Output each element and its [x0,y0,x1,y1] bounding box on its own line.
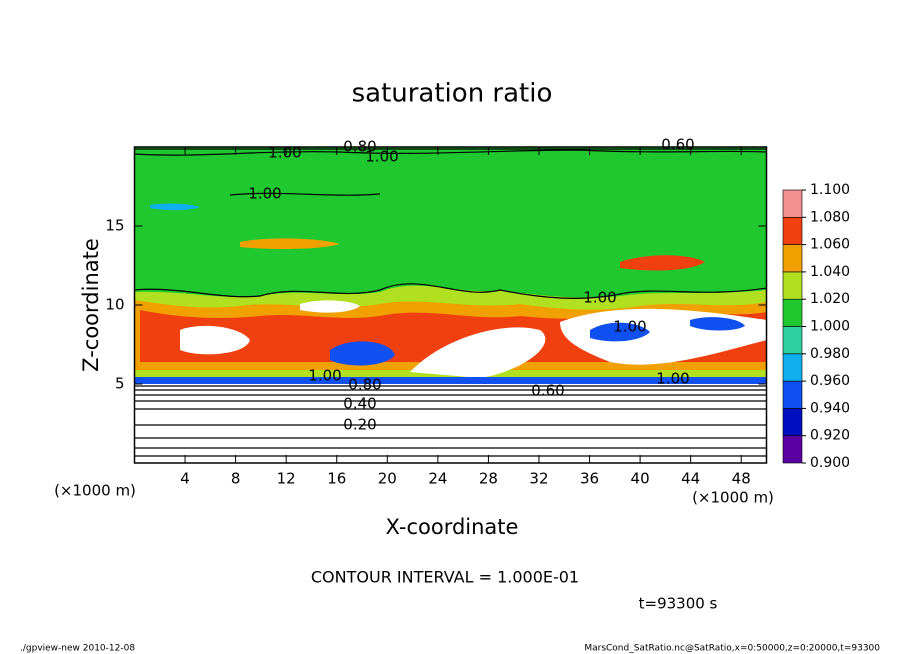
contour-label: 1.00 [365,148,398,166]
x-tick-label: 24 [428,470,447,488]
colorbar-label: 0.920 [810,428,850,444]
y-tick-label: 15 [105,217,124,235]
x-tick-label: 12 [277,470,296,488]
contour-label: 0.80 [348,376,381,394]
contour-label: 1.00 [613,318,646,336]
contour-label: 1.00 [308,367,341,385]
x-tick-label: 32 [529,470,548,488]
contour-lines [134,148,767,457]
contour-label: 1.00 [656,370,689,388]
x-tick-label: 48 [732,470,751,488]
colorbar-band [782,271,803,300]
x-axis-label: X-coordinate [386,515,519,539]
field [134,147,767,463]
field-region [330,341,395,366]
colorbar-band [782,189,803,218]
colorbar-label: 1.060 [810,237,850,253]
colorbar-band [782,380,803,409]
y-tick-label: 10 [105,296,124,314]
time-label: t=93300 s [639,595,718,613]
colorbar-label: 0.980 [810,346,850,362]
field-region [134,377,767,384]
contour-label: 0.40 [343,395,376,413]
x-unit-label: (×1000 m) [692,489,774,507]
colorbar-label: 0.900 [810,455,850,471]
colorbar-band [782,298,803,327]
contour-label: 0.60 [661,136,694,154]
field-region [300,300,360,313]
colorbar-label: 1.100 [810,182,850,198]
colorbar-band [782,244,803,273]
colorbar-band [782,435,803,464]
x-tick-label: 44 [681,470,700,488]
contour-label: 1.00 [248,185,281,203]
colorbar-band [782,217,803,245]
contour-label: 1.00 [268,144,301,162]
field-region [690,317,745,331]
x-tick-label: 20 [378,470,397,488]
x-tick-label: 36 [580,470,599,488]
field-bg [134,382,767,463]
field-region [240,238,340,249]
colorbar-label: 1.000 [810,319,850,335]
colorbar-band [782,353,803,382]
x-tick-label: 16 [327,470,346,488]
colorbar-label: 1.080 [810,209,850,225]
contour-interval: CONTOUR INTERVAL = 1.000E-01 [311,568,579,587]
x-tick-label: 28 [479,470,498,488]
colorbar-band [782,326,803,355]
colorbar-label: 0.940 [810,400,850,416]
x-tick-label: 4 [180,470,190,488]
contour-label: 0.20 [343,416,376,434]
y-axis-label: Z-coordinate [79,238,103,372]
y-tick-label: 5 [115,375,125,393]
field-region [620,255,705,271]
footer-right: MarsCond_SatRatio.nc@SatRatio,x=0:50000,… [584,644,880,654]
colorbar-label: 0.960 [810,373,850,389]
colorbar-label: 1.020 [810,291,850,307]
field-region [590,322,650,342]
x-unit-label: (×1000 m) [54,482,136,500]
contour-label: 0.60 [531,382,564,400]
colorbar-band [782,408,803,436]
footer-left: ./gpview-new 2010-12-08 [20,644,135,654]
field-region [150,203,200,211]
chart-title: saturation ratio [352,79,553,109]
contour-label: 0.80 [343,138,376,156]
x-tick-label: 40 [631,470,650,488]
colorbar-label: 1.040 [810,264,850,280]
field-region [180,325,250,355]
x-tick-label: 8 [231,470,241,488]
field-region [410,327,546,378]
contour-label: 1.00 [583,289,616,307]
